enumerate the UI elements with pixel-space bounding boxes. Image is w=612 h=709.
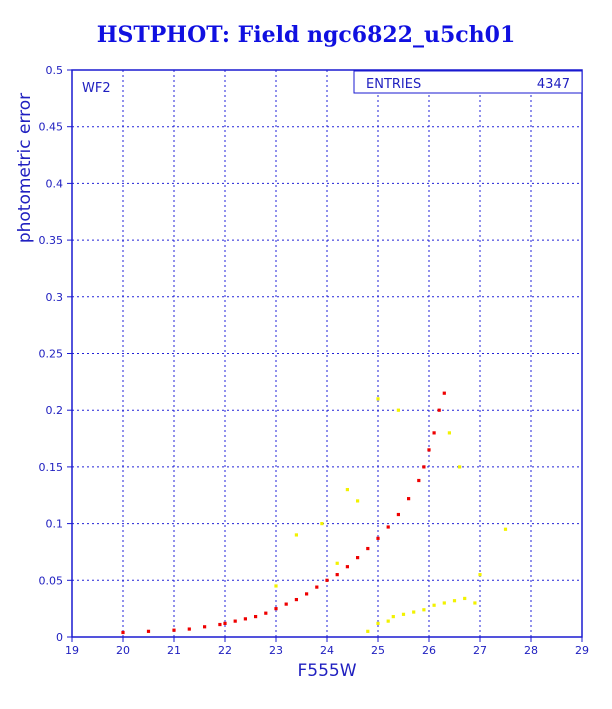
- data-point-main: [356, 556, 360, 560]
- data-point-main: [417, 478, 421, 483]
- data-point-main: [172, 628, 176, 632]
- data-point-outlier: [335, 561, 339, 565]
- x-tick-label: 21: [167, 644, 181, 657]
- data-point-outlier: [386, 619, 390, 623]
- data-point-main: [305, 592, 309, 596]
- data-point-main: [345, 565, 349, 569]
- data-point-main: [203, 625, 207, 629]
- stats-label: ENTRIES: [366, 77, 421, 92]
- data-point-outlier: [345, 487, 349, 492]
- data-point-outlier: [442, 601, 446, 605]
- data-point-main: [396, 512, 400, 517]
- y-tick-label: 0.35: [39, 234, 64, 247]
- data-point-main: [254, 614, 258, 619]
- x-tick-label: 22: [218, 644, 232, 657]
- data-point-main: [432, 431, 436, 435]
- data-point-outlier: [463, 596, 467, 601]
- data-point-main: [427, 448, 431, 452]
- data-point-main: [366, 546, 370, 551]
- data-point-main: [146, 629, 151, 633]
- data-point-outlier: [376, 621, 380, 625]
- data-point-outlier: [294, 533, 298, 537]
- data-point-main: [407, 497, 411, 501]
- y-tick-label: 0.5: [46, 64, 64, 77]
- data-point-outlier: [458, 465, 462, 469]
- y-tick-label: 0.25: [39, 348, 64, 361]
- data-point-outlier: [320, 522, 324, 526]
- data-point-outlier: [274, 584, 278, 588]
- data-point-outlier: [401, 612, 406, 616]
- y-tick-label: 0.3: [46, 291, 64, 304]
- axis-ticks: 19 20 21 22 23 24 25 26 27 28 29 0 0.05 0.1 0.15 0.2 0.2…: [39, 64, 590, 657]
- data-point-main: [386, 525, 390, 529]
- panel-label: WF2: [82, 81, 111, 96]
- data-point-outlier: [396, 408, 400, 412]
- x-tick-label: 20: [116, 644, 130, 657]
- stats-value: 4347: [537, 77, 570, 92]
- x-tick-label: 28: [524, 644, 538, 657]
- y-tick-label: 0.45: [39, 121, 64, 134]
- data-point-main: [376, 536, 380, 540]
- data-point-main: [121, 630, 125, 635]
- data-point-outlier: [452, 599, 457, 603]
- data-point-outlier: [391, 614, 395, 619]
- y-tick-label: 0.4: [46, 177, 64, 190]
- data-point-main: [218, 622, 222, 627]
- data-point-main: [437, 408, 441, 412]
- scatter-points: [121, 391, 508, 635]
- data-point-outlier: [366, 629, 370, 633]
- x-tick-label: 27: [473, 644, 487, 657]
- data-point-main: [274, 607, 278, 611]
- data-point-main: [335, 573, 339, 577]
- page-title: HSTPHOT: Field ngc6822_u5ch01: [96, 22, 516, 48]
- x-tick-label: 26: [422, 644, 436, 657]
- data-point-main: [223, 621, 227, 625]
- x-tick-label: 19: [65, 644, 79, 657]
- data-point-outlier: [432, 603, 436, 607]
- y-axis-title: photometric error: [15, 93, 35, 243]
- data-point-main: [243, 617, 247, 621]
- data-point-main: [442, 391, 446, 395]
- grid-lines: [72, 70, 582, 637]
- x-tick-label: 24: [320, 644, 334, 657]
- data-point-outlier: [422, 608, 426, 612]
- data-point-main: [422, 465, 426, 469]
- data-point-main: [187, 627, 191, 631]
- data-point-outlier: [503, 527, 508, 531]
- data-point-main: [294, 597, 298, 602]
- data-point-outlier: [447, 431, 451, 435]
- y-tick-label: 0.15: [39, 461, 64, 474]
- y-tick-label: 0.1: [46, 518, 64, 531]
- x-tick-label: 23: [269, 644, 283, 657]
- x-tick-label: 29: [575, 644, 589, 657]
- data-point-outlier: [356, 499, 360, 503]
- data-point-main: [233, 619, 237, 623]
- data-point-main: [264, 611, 268, 615]
- x-axis-title: F555W: [297, 661, 356, 681]
- y-tick-label: 0: [56, 631, 63, 644]
- stats-box: [353, 70, 583, 94]
- data-point-main: [325, 578, 329, 582]
- y-tick-label: 0.2: [46, 404, 64, 417]
- data-point-outlier: [412, 610, 416, 614]
- plot-frame: [71, 69, 583, 638]
- data-point-outlier: [478, 573, 482, 577]
- y-tick-label: 0.05: [39, 574, 64, 587]
- data-point-outlier: [473, 601, 477, 605]
- data-point-main: [315, 585, 319, 589]
- data-point-outlier: [376, 397, 380, 401]
- x-tick-label: 25: [371, 644, 385, 657]
- data-point-main: [284, 602, 288, 606]
